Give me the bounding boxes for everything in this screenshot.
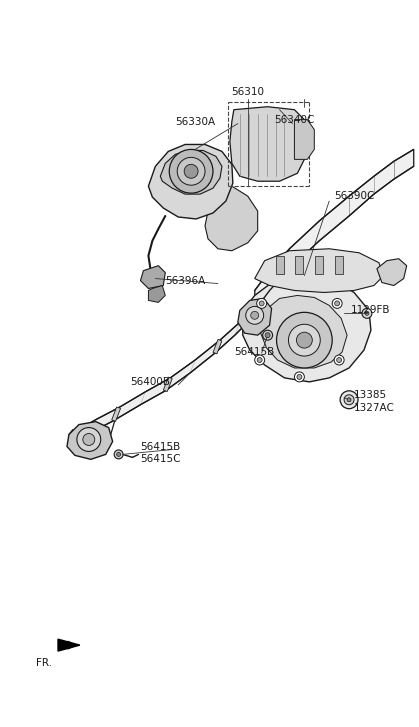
Circle shape (184, 164, 198, 178)
Circle shape (246, 306, 264, 324)
Polygon shape (377, 259, 407, 286)
Circle shape (347, 398, 351, 402)
Polygon shape (243, 276, 371, 382)
Circle shape (295, 372, 304, 382)
Bar (315, 256, 323, 273)
Polygon shape (261, 295, 347, 368)
Circle shape (362, 308, 372, 318)
Circle shape (169, 150, 213, 193)
Polygon shape (160, 150, 222, 194)
Text: 56340C: 56340C (274, 115, 315, 124)
Text: 1129FB: 1129FB (351, 305, 391, 316)
Polygon shape (213, 340, 222, 354)
Circle shape (263, 330, 273, 340)
Circle shape (288, 324, 320, 356)
Circle shape (277, 313, 332, 368)
Text: 56310: 56310 (231, 87, 264, 97)
Circle shape (114, 450, 123, 459)
Text: 56330A: 56330A (175, 116, 215, 126)
Polygon shape (238, 299, 272, 335)
Text: 56415B: 56415B (140, 443, 181, 452)
Circle shape (177, 157, 205, 185)
Polygon shape (255, 150, 414, 310)
Text: 56400B: 56400B (130, 377, 171, 387)
Circle shape (77, 427, 101, 451)
Polygon shape (230, 107, 306, 181)
Circle shape (332, 299, 342, 308)
Circle shape (251, 311, 259, 319)
Text: FR.: FR. (36, 658, 52, 668)
Circle shape (83, 433, 95, 446)
Circle shape (340, 391, 358, 409)
Polygon shape (148, 145, 233, 219)
Circle shape (265, 333, 270, 337)
Text: 13385: 13385 (354, 390, 387, 400)
Circle shape (257, 299, 266, 308)
Polygon shape (140, 265, 165, 289)
Polygon shape (74, 308, 255, 443)
Text: 1327AC: 1327AC (354, 403, 395, 413)
Circle shape (296, 332, 312, 348)
Polygon shape (67, 422, 113, 459)
Text: 56415B: 56415B (235, 347, 275, 357)
Text: 56415C: 56415C (140, 454, 181, 465)
Polygon shape (205, 181, 258, 251)
Polygon shape (163, 377, 172, 392)
Circle shape (255, 355, 265, 365)
Circle shape (257, 358, 262, 363)
Polygon shape (112, 407, 121, 422)
Bar (276, 256, 284, 273)
Text: 56390C: 56390C (334, 191, 375, 201)
Circle shape (336, 358, 341, 363)
Polygon shape (295, 120, 314, 159)
Polygon shape (255, 249, 384, 292)
Circle shape (334, 355, 344, 365)
Bar (335, 256, 343, 273)
Circle shape (335, 301, 340, 306)
Bar (295, 256, 303, 273)
Circle shape (259, 301, 264, 306)
Polygon shape (148, 286, 165, 302)
Circle shape (365, 311, 369, 316)
Circle shape (344, 395, 354, 405)
Circle shape (116, 452, 121, 457)
Polygon shape (58, 639, 80, 651)
Text: 56396A: 56396A (165, 276, 205, 286)
Circle shape (297, 374, 302, 379)
